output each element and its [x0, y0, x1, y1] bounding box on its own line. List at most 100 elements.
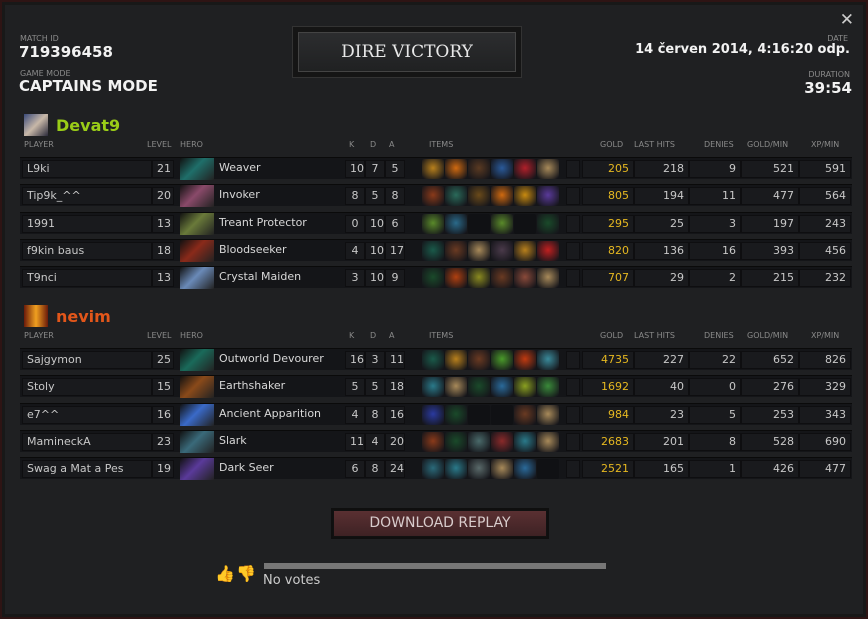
item-icon[interactable] — [422, 213, 444, 234]
item-icon[interactable] — [491, 459, 513, 480]
item-icon[interactable] — [468, 240, 490, 261]
item-icon[interactable] — [514, 159, 536, 179]
item-icon[interactable] — [422, 377, 444, 398]
item-icon[interactable] — [422, 404, 444, 425]
hero-portrait-icon[interactable] — [180, 403, 214, 426]
table-row[interactable]: 1991 13 0 10 6 295 25 3 197 243 Treant Protector — [20, 211, 852, 235]
cell-player[interactable]: L9ki — [22, 160, 152, 178]
table-row[interactable]: Swag a Mat a Pes 19 6 8 24 2521 165 1 426 477 Dark… — [20, 457, 852, 481]
item-icon[interactable] — [468, 459, 490, 480]
item-icon[interactable] — [514, 186, 536, 207]
item-icon[interactable] — [422, 268, 444, 289]
item-icon[interactable] — [445, 240, 467, 261]
hero-portrait-icon[interactable] — [180, 212, 214, 235]
item-icon[interactable] — [445, 377, 467, 398]
item-icon[interactable] — [491, 268, 513, 289]
item-icon[interactable] — [422, 159, 444, 179]
item-icon[interactable] — [514, 268, 536, 289]
item-icon[interactable] — [491, 240, 513, 261]
item-icon[interactable] — [537, 404, 559, 425]
hero-portrait-icon[interactable] — [180, 239, 214, 262]
item-icon[interactable] — [537, 350, 559, 370]
hero-portrait-icon[interactable] — [180, 458, 214, 481]
item-icon[interactable] — [422, 350, 444, 370]
cell-player[interactable]: MamineckA — [22, 432, 152, 451]
cell-last-hits: 40 — [634, 378, 689, 397]
item-icon[interactable] — [422, 431, 444, 452]
item-icon[interactable] — [537, 159, 559, 179]
item-icon[interactable] — [514, 350, 536, 370]
cell-player[interactable]: 1991 — [22, 214, 152, 233]
item-icon[interactable] — [445, 213, 467, 234]
item-icon[interactable] — [468, 404, 490, 425]
cell-player[interactable]: Stoly — [22, 378, 152, 397]
item-icon[interactable] — [422, 240, 444, 261]
cell-player[interactable]: f9kin baus — [22, 241, 152, 260]
item-icon[interactable] — [514, 431, 536, 452]
item-icon[interactable] — [537, 459, 559, 480]
item-icon[interactable] — [537, 268, 559, 289]
item-icon[interactable] — [537, 186, 559, 207]
cell-player[interactable]: e7^^ — [22, 405, 152, 424]
table-row[interactable]: e7^^ 16 4 8 16 984 23 5 253 343 Ancient Apparition — [20, 402, 852, 426]
item-icon[interactable] — [537, 431, 559, 452]
item-icon[interactable] — [468, 431, 490, 452]
item-icon[interactable] — [445, 404, 467, 425]
item-icon[interactable] — [491, 377, 513, 398]
item-icon[interactable] — [491, 186, 513, 207]
cell-player[interactable]: T9nci — [22, 269, 152, 288]
duration: 39:54 — [804, 79, 852, 97]
table-row[interactable]: L9ki 21 10 7 5 205 218 9 521 591 Weaver — [20, 157, 852, 180]
item-icon[interactable] — [445, 268, 467, 289]
item-icon[interactable] — [468, 186, 490, 207]
item-icon[interactable] — [514, 459, 536, 480]
hero-portrait-icon[interactable] — [180, 376, 214, 399]
thumbs-up-icon[interactable]: 👍 — [215, 564, 235, 583]
item-icon[interactable] — [491, 159, 513, 179]
cell-player[interactable]: Swag a Mat a Pes — [22, 460, 152, 479]
item-icon[interactable] — [422, 186, 444, 207]
item-icon[interactable] — [445, 459, 467, 480]
item-icon[interactable] — [468, 159, 490, 179]
item-icon[interactable] — [491, 431, 513, 452]
item-icon[interactable] — [514, 404, 536, 425]
cell-d: 8 — [365, 460, 385, 479]
item-icon[interactable] — [514, 240, 536, 261]
download-replay-button[interactable]: DOWNLOAD REPLAY — [333, 510, 547, 537]
item-icon[interactable] — [468, 377, 490, 398]
hero-portrait-icon[interactable] — [180, 349, 214, 371]
item-icon[interactable] — [422, 459, 444, 480]
item-icon[interactable] — [491, 350, 513, 370]
cell-d: 10 — [365, 214, 385, 233]
item-icon[interactable] — [537, 377, 559, 398]
item-icon[interactable] — [445, 186, 467, 207]
item-icon[interactable] — [468, 213, 490, 234]
thumbs-down-icon[interactable]: 👎 — [236, 564, 256, 583]
item-icon[interactable] — [468, 350, 490, 370]
cell-player[interactable]: Sajgymon — [22, 351, 152, 369]
item-icon[interactable] — [514, 377, 536, 398]
item-icon[interactable] — [468, 268, 490, 289]
item-icon[interactable] — [445, 431, 467, 452]
item-icon[interactable] — [491, 404, 513, 425]
table-row[interactable]: Stoly 15 5 5 18 1692 40 0 276 329 Earthshaker — [20, 375, 852, 399]
table-row[interactable]: Sajgymon 25 16 3 11 4735 227 22 652 826 Outworld D… — [20, 348, 852, 371]
table-row[interactable]: T9nci 13 3 10 9 707 29 2 215 232 Crystal Maiden — [20, 266, 852, 290]
cell-player[interactable]: Tip9k_^^ — [22, 187, 152, 206]
hero-portrait-icon[interactable] — [180, 267, 214, 290]
item-icon[interactable] — [537, 240, 559, 261]
hero-portrait-icon[interactable] — [180, 158, 214, 180]
cell-gold: 205 — [582, 160, 634, 178]
hero-portrait-icon[interactable] — [180, 430, 214, 453]
table-row[interactable]: f9kin baus 18 4 10 17 820 136 16 393 456 Bloodseek… — [20, 238, 852, 262]
hero-portrait-icon[interactable] — [180, 185, 214, 208]
item-icon[interactable] — [491, 213, 513, 234]
extra-slot — [566, 460, 580, 479]
table-row[interactable]: Tip9k_^^ 20 8 5 8 805 194 11 477 564 Invoker — [20, 184, 852, 208]
item-icon[interactable] — [445, 159, 467, 179]
close-button[interactable]: ✕ — [839, 10, 854, 30]
item-icon[interactable] — [445, 350, 467, 370]
table-row[interactable]: MamineckA 23 11 4 20 2683 201 8 528 690 Slark — [20, 429, 852, 453]
item-icon[interactable] — [537, 213, 559, 234]
item-icon[interactable] — [514, 213, 536, 234]
